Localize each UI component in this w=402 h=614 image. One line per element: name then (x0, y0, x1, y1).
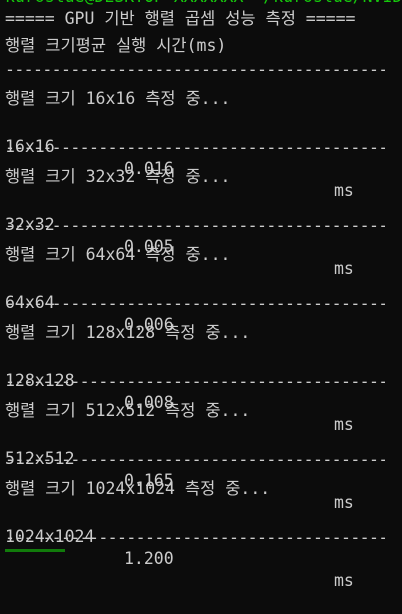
terminal-output[interactable]: kuroslue@DESKTOP-XXXXXXX ~/kuroslue/NVID… (5, 0, 402, 590)
measuring-line: 행렬 크기 64x64 측정 중... (5, 245, 231, 264)
measuring-line: 행렬 크기 1024x1024 측정 중... (5, 479, 271, 498)
result-time: 1.200 (124, 549, 174, 568)
separator-line: ----------------------------------------… (5, 294, 385, 313)
result-unit: ms (334, 415, 354, 434)
result-time: 0.006 (124, 315, 174, 334)
next-prompt-fragment (5, 549, 65, 552)
result-row: 512x512 0.165 ms (5, 426, 402, 512)
result-row: 1024x1024 1.200 ms (5, 504, 402, 590)
result-size: 512x512 (5, 449, 75, 468)
result-unit: ms (334, 181, 354, 200)
separator-line: ----------------------------------------… (5, 372, 385, 391)
result-size: 128x128 (5, 371, 75, 390)
result-time: 0.165 (124, 471, 174, 490)
result-unit: ms (334, 493, 354, 512)
result-size: 1024x1024 (5, 527, 95, 546)
result-unit: ms (334, 571, 354, 590)
benchmark-header: ===== GPU 기반 행렬 곱셈 성능 측정 ===== (5, 9, 356, 28)
result-time: 0.016 (124, 159, 174, 178)
measuring-line: 행렬 크기 512x512 측정 중... (5, 401, 251, 420)
result-size: 32x32 (5, 215, 55, 234)
measuring-line: 행렬 크기 16x16 측정 중... (5, 89, 231, 108)
prompt-line: kuroslue@DESKTOP-XXXXXXX ~/kuroslue/NVID… (5, 0, 402, 8)
result-row: 16x16 0.016 ms (5, 114, 402, 200)
separator-line: ----------------------------------------… (5, 528, 385, 547)
columns-header: 행렬 크기평균 실행 시간(ms) (5, 36, 227, 55)
result-size: 64x64 (5, 293, 55, 312)
measuring-line: 행렬 크기 128x128 측정 중... (5, 323, 251, 342)
measuring-line: 행렬 크기 32x32 측정 중... (5, 167, 231, 186)
separator-line: ----------------------------------------… (5, 216, 385, 235)
result-time: 0.005 (124, 237, 174, 256)
separator-line: ----------------------------------------… (5, 450, 385, 469)
result-size: 16x16 (5, 137, 55, 156)
result-row: 64x64 0.006 (5, 270, 402, 334)
result-time: 0.008 (124, 393, 174, 412)
result-unit: ms (334, 259, 354, 278)
separator-line: ----------------------------------------… (5, 60, 385, 79)
separator-line: ----------------------------------------… (5, 138, 385, 157)
result-row: 32x32 0.005 ms (5, 192, 402, 278)
result-row: 128x128 0.008 ms (5, 348, 402, 434)
